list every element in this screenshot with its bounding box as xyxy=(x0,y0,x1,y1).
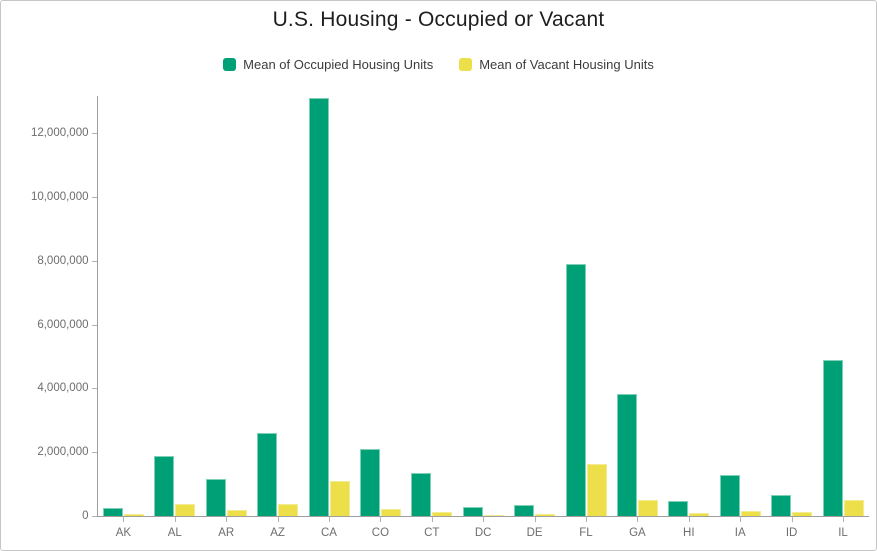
bar-occupied-HI[interactable] xyxy=(668,500,689,516)
y-axis-tick-label: 6,000,000 xyxy=(37,318,89,331)
legend-label-occupied: Mean of Occupied Housing Units xyxy=(243,57,434,72)
bar-occupied-IA[interactable] xyxy=(719,475,740,516)
x-axis-line xyxy=(96,516,869,517)
y-axis-tick xyxy=(91,388,97,390)
bar-vacant-AK[interactable] xyxy=(123,514,144,516)
y-axis-tick-label: 12,000,000 xyxy=(30,127,89,139)
x-axis-label-IA: IA xyxy=(734,527,746,539)
bar-occupied-CA[interactable] xyxy=(308,97,329,516)
x-axis-tick xyxy=(688,517,690,522)
x-axis-label-DE: DE xyxy=(526,527,543,539)
x-axis-tick xyxy=(740,517,742,522)
y-axis-tick xyxy=(91,196,97,198)
bar-occupied-ID[interactable] xyxy=(771,495,792,516)
x-axis-label-AR: AR xyxy=(218,527,235,539)
y-axis-tick-label: 10,000,000 xyxy=(30,190,89,203)
y-axis-tick-label: 4,000,000 xyxy=(37,382,89,395)
x-axis-label-ID: ID xyxy=(785,527,798,539)
bar-vacant-AR[interactable] xyxy=(226,510,247,516)
bar-vacant-CT[interactable] xyxy=(432,511,453,516)
legend-item-occupied[interactable]: Mean of Occupied Housing Units xyxy=(223,57,433,72)
x-axis-label-FL: FL xyxy=(579,527,593,539)
x-axis-tick xyxy=(226,517,228,522)
x-axis-label-CO: CO xyxy=(371,527,390,539)
bar-occupied-FL[interactable] xyxy=(565,263,586,516)
y-axis-tick xyxy=(91,324,97,326)
bar-occupied-AZ[interactable] xyxy=(257,432,278,516)
x-axis-tick xyxy=(329,517,330,522)
y-axis-tick xyxy=(91,452,97,454)
x-axis-tick xyxy=(843,517,844,522)
y-axis-tick xyxy=(91,516,97,517)
bar-vacant-DE[interactable] xyxy=(535,513,556,516)
x-axis-tick xyxy=(174,517,176,522)
bar-vacant-AL[interactable] xyxy=(175,503,196,516)
bar-vacant-DC[interactable] xyxy=(483,515,504,517)
bar-vacant-ID[interactable] xyxy=(792,512,813,516)
x-axis-tick xyxy=(277,517,279,522)
bar-occupied-AR[interactable] xyxy=(205,479,226,516)
bar-occupied-CT[interactable] xyxy=(411,472,432,516)
legend-item-vacant[interactable]: Mean of Vacant Housing Units xyxy=(459,57,654,72)
legend-swatch-vacant-icon xyxy=(459,58,473,71)
y-axis-tick-label: 8,000,000 xyxy=(37,254,89,267)
chart-title: U.S. Housing - Occupied or Vacant xyxy=(272,8,605,31)
x-axis-tick xyxy=(431,517,433,522)
x-axis-label-AL: AL xyxy=(167,527,182,539)
bar-occupied-CO[interactable] xyxy=(359,449,380,516)
bar-vacant-FL[interactable] xyxy=(586,464,607,516)
bar-vacant-IL[interactable] xyxy=(843,500,864,516)
y-axis-line xyxy=(96,96,98,517)
bar-occupied-AK[interactable] xyxy=(102,508,123,516)
bar-occupied-IL[interactable] xyxy=(822,359,843,516)
bar-occupied-DC[interactable] xyxy=(462,507,483,516)
x-axis-label-AK: AK xyxy=(115,527,132,539)
x-axis-label-HI: HI xyxy=(683,527,695,539)
x-axis-label-CT: CT xyxy=(424,527,440,539)
x-axis-tick xyxy=(483,517,485,522)
bar-occupied-GA[interactable] xyxy=(616,394,637,516)
x-axis-label-GA: GA xyxy=(629,527,646,539)
chart-legend: Mean of Occupied Housing Units Mean of V… xyxy=(1,57,876,72)
bar-occupied-DE[interactable] xyxy=(514,504,535,516)
y-axis-tick xyxy=(91,133,97,134)
y-axis-tick-label: 2,000,000 xyxy=(37,446,89,459)
x-axis-tick xyxy=(791,517,793,522)
bar-vacant-CA[interactable] xyxy=(329,480,350,516)
bar-occupied-AL[interactable] xyxy=(154,455,175,516)
x-axis-tick xyxy=(123,517,125,522)
x-axis-label-CA: CA xyxy=(321,527,337,539)
x-axis-tick xyxy=(380,517,382,522)
x-axis-tick xyxy=(534,517,536,522)
bar-vacant-CO[interactable] xyxy=(380,509,401,516)
y-axis-tick xyxy=(91,260,97,262)
bar-vacant-HI[interactable] xyxy=(689,513,710,516)
x-axis-label-IL: IL xyxy=(838,527,848,539)
bar-vacant-IA[interactable] xyxy=(740,511,761,516)
bar-vacant-GA[interactable] xyxy=(637,500,658,516)
x-axis-tick xyxy=(586,517,587,522)
bar-vacant-AZ[interactable] xyxy=(278,503,299,516)
x-axis-label-AZ: AZ xyxy=(270,527,285,539)
legend-swatch-occupied-icon xyxy=(223,58,237,71)
legend-label-vacant: Mean of Vacant Housing Units xyxy=(479,57,654,72)
x-axis-label-DC: DC xyxy=(474,527,492,539)
x-axis-tick xyxy=(637,517,639,522)
y-axis-tick-label: 0 xyxy=(82,510,89,522)
